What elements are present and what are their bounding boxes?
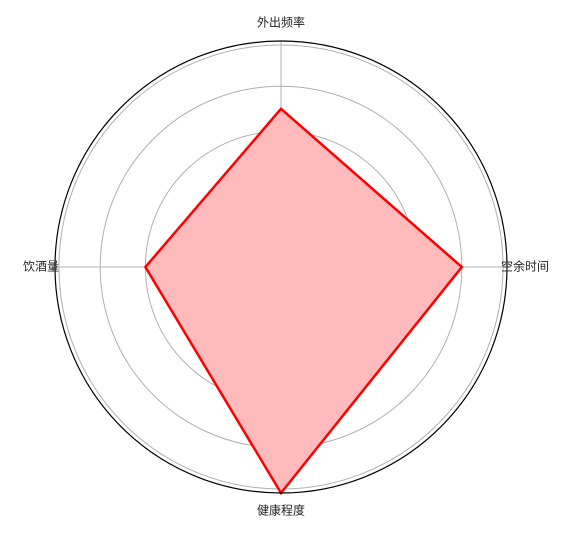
category-label-0: 空余时间 — [501, 259, 549, 274]
frame-layer — [54, 40, 508, 494]
series-area — [145, 108, 462, 494]
data-layer — [143, 107, 464, 496]
series-line — [143, 107, 464, 496]
category-label-3: 健康程度 — [257, 503, 305, 518]
category-label-1: 外出频率 — [257, 15, 305, 30]
polar-frame — [54, 40, 508, 494]
category-label-2: 饮酒量 — [23, 260, 59, 274]
